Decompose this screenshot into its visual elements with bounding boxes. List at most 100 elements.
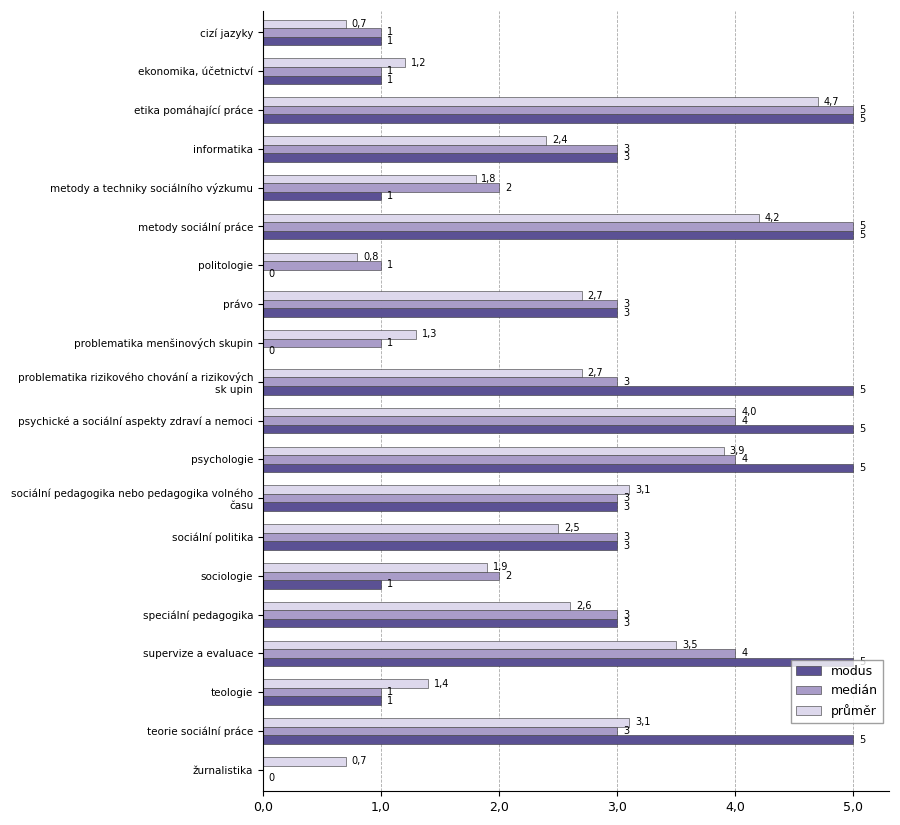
Bar <box>263 378 617 386</box>
Bar <box>263 719 629 727</box>
Text: 5: 5 <box>860 114 866 124</box>
Bar <box>263 610 617 619</box>
Text: 3,5: 3,5 <box>682 640 698 650</box>
Bar <box>263 20 346 28</box>
Text: 1: 1 <box>387 695 393 705</box>
Bar <box>263 680 428 688</box>
Text: 5: 5 <box>860 424 866 434</box>
Legend: modus, medián, průměr: modus, medián, průměr <box>790 660 883 723</box>
Bar <box>263 446 724 455</box>
Bar <box>263 261 381 270</box>
Text: 0: 0 <box>269 773 275 784</box>
Bar <box>263 59 405 67</box>
Bar <box>263 67 381 76</box>
Bar <box>263 425 853 433</box>
Bar <box>263 144 617 153</box>
Text: 2: 2 <box>505 571 511 581</box>
Text: 1,8: 1,8 <box>482 174 497 184</box>
Text: 4: 4 <box>742 648 747 658</box>
Text: 1: 1 <box>387 687 393 697</box>
Text: 1: 1 <box>387 36 393 46</box>
Bar <box>263 541 617 549</box>
Bar <box>263 533 617 541</box>
Text: 3,1: 3,1 <box>635 718 651 728</box>
Bar <box>263 37 381 45</box>
Bar <box>263 369 581 378</box>
Text: 1,4: 1,4 <box>434 679 450 689</box>
Bar <box>263 455 735 464</box>
Bar <box>263 640 676 649</box>
Text: 4: 4 <box>742 416 747 426</box>
Bar <box>263 580 381 588</box>
Text: 3: 3 <box>623 726 629 736</box>
Text: 1: 1 <box>387 579 393 589</box>
Text: 3: 3 <box>623 299 629 309</box>
Text: 5: 5 <box>860 734 866 744</box>
Text: 4: 4 <box>742 455 747 464</box>
Text: 3,1: 3,1 <box>635 484 651 495</box>
Text: 1: 1 <box>387 338 393 348</box>
Bar <box>263 563 487 572</box>
Bar <box>263 757 346 766</box>
Text: 5: 5 <box>860 230 866 240</box>
Text: 3: 3 <box>623 377 629 387</box>
Text: 3: 3 <box>623 144 629 154</box>
Bar <box>263 153 617 162</box>
Text: 0,8: 0,8 <box>364 252 379 262</box>
Text: 1,3: 1,3 <box>422 329 437 339</box>
Bar <box>263 502 617 511</box>
Text: 5: 5 <box>860 105 866 115</box>
Bar <box>263 291 581 299</box>
Bar <box>263 214 759 222</box>
Bar <box>263 727 617 735</box>
Bar <box>263 97 818 106</box>
Bar <box>263 601 570 610</box>
Text: 2,5: 2,5 <box>564 523 580 534</box>
Bar <box>263 106 853 115</box>
Bar <box>263 464 853 472</box>
Text: 1: 1 <box>387 66 393 76</box>
Bar <box>263 572 500 580</box>
Bar <box>263 183 500 192</box>
Bar <box>263 735 853 744</box>
Bar <box>263 386 853 394</box>
Bar <box>263 688 381 696</box>
Bar <box>263 28 381 37</box>
Text: 3: 3 <box>623 540 629 550</box>
Bar <box>263 658 853 667</box>
Text: 3,9: 3,9 <box>730 446 745 456</box>
Text: 0: 0 <box>269 269 275 279</box>
Text: 1: 1 <box>387 261 393 271</box>
Bar <box>263 222 853 231</box>
Bar <box>263 485 629 494</box>
Text: 0,7: 0,7 <box>352 19 367 29</box>
Text: 2: 2 <box>505 182 511 193</box>
Bar <box>263 408 735 417</box>
Bar <box>263 309 617 317</box>
Text: 0,7: 0,7 <box>352 757 367 766</box>
Text: 3: 3 <box>623 610 629 620</box>
Bar <box>263 696 381 705</box>
Text: 1: 1 <box>387 191 393 201</box>
Bar <box>263 330 417 338</box>
Bar <box>263 175 475 183</box>
Text: 5: 5 <box>860 385 866 395</box>
Text: 1: 1 <box>387 27 393 37</box>
Text: 5: 5 <box>860 221 866 232</box>
Text: 2,7: 2,7 <box>588 368 603 378</box>
Text: 0: 0 <box>269 346 275 356</box>
Bar <box>263 649 735 658</box>
Text: 5: 5 <box>860 463 866 473</box>
Text: 3: 3 <box>623 153 629 163</box>
Text: 4,0: 4,0 <box>742 407 757 417</box>
Bar <box>263 299 617 309</box>
Bar <box>263 494 617 502</box>
Text: 5: 5 <box>860 657 866 667</box>
Bar <box>263 115 853 123</box>
Bar <box>263 136 546 144</box>
Text: 3: 3 <box>623 532 629 542</box>
Bar <box>263 338 381 347</box>
Bar <box>263 252 357 261</box>
Text: 3: 3 <box>623 308 629 318</box>
Bar <box>263 231 853 239</box>
